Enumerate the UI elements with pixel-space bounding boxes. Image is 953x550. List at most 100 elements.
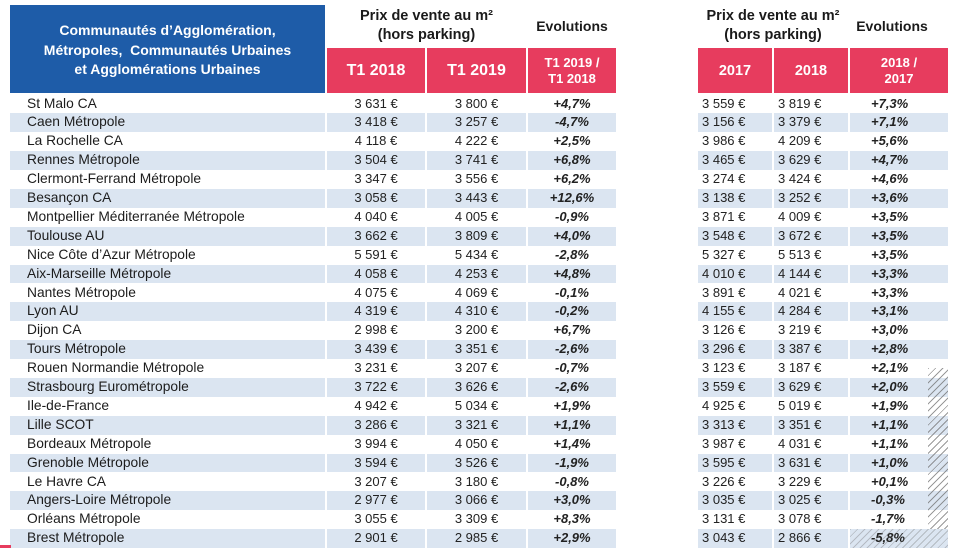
cell-price-t1-2019: 3 556 € — [454, 171, 499, 187]
cell-price-t1-2019: 3 066 € — [427, 491, 526, 511]
row-label: Caen Métropole — [10, 113, 325, 133]
cell-price-t1-2018: 3 207 € — [354, 473, 398, 489]
row-label: Orléans Métropole — [27, 511, 141, 527]
cell-price-t1-2018: 3 662 € — [327, 226, 425, 246]
cell-price-t1-2018: 3 439 € — [327, 340, 425, 360]
cell-price-2017: 3 595 € — [698, 453, 772, 473]
row-label: Rouen Normandie Métropole — [27, 360, 205, 376]
cell-evolution-2018-2017: +3,1% — [850, 302, 948, 322]
cell-price-2017: 3 313 € — [698, 415, 772, 435]
cell-price-t1-2019: 2 985 € — [427, 529, 526, 549]
cell-evolution-t1-2019-t1-2018: +1,4% — [553, 435, 591, 451]
cell-price-2018: 3 379 € — [774, 113, 848, 133]
cell-price-2018: 3 424 € — [778, 171, 822, 187]
column-header-2017: 2017 — [698, 48, 772, 93]
cell-price-2018: 5 513 € — [778, 246, 822, 262]
cell-evolution-t1-2019-t1-2018: +6,8% — [528, 151, 616, 171]
price-header-title: Prix de vente au m² — [706, 8, 840, 24]
cell-evolution-2018-2017: +3,3% — [871, 284, 909, 300]
evolution-header-quarterly: Evolutions — [536, 17, 608, 34]
table-row: Tours Métropole 3 439 €3 351 € -2,6% 3 296 … — [0, 340, 953, 360]
cell-evolution-2018-2017: +3,3% — [850, 264, 948, 284]
cell-evolution-2018-2017: -5,8% — [850, 529, 948, 549]
cell-price-2017: 4 925 € — [702, 397, 746, 413]
table-body: St Malo CA 3 631 € 3 800 € +4,7% 3 559 € 3 81… — [0, 95, 953, 549]
cell-price-2017: 3 126 € — [702, 322, 746, 338]
table-row: Aix-Marseille Métropole 4 058 €4 253 € +4,… — [0, 264, 953, 284]
cell-price-2018: 2 866 € — [774, 529, 848, 549]
row-label: Strasbourg Eurométropole — [10, 378, 325, 397]
cell-price-t1-2019: 5 034 € — [454, 397, 499, 413]
cell-price-t1-2018: 3 594 € — [327, 453, 425, 473]
cell-price-2017: 3 035 € — [698, 491, 772, 511]
cell-evolution-2018-2017: -0,3% — [850, 491, 948, 511]
row-label: Clermont-Ferrand Métropole — [27, 171, 202, 187]
cell-price-t1-2018: 3 347 € — [354, 171, 398, 187]
cell-price-2017: 3 043 € — [698, 529, 772, 549]
cell-price-t1-2018: 3 994 € — [354, 435, 398, 451]
cell-price-t1-2019: 3 351 € — [427, 340, 526, 360]
cell-price-t1-2018: 3 722 € — [327, 378, 425, 397]
cell-price-t1-2018: 2 901 € — [327, 529, 425, 549]
cell-evolution-2018-2017: +0,1% — [871, 473, 909, 489]
cell-evolution-t1-2019-t1-2018: -2,8% — [555, 246, 589, 262]
column-header-t1-2019: T1 2019 — [427, 48, 526, 93]
cell-price-t1-2018: 5 591 € — [354, 246, 398, 262]
cell-price-t1-2018: 3 055 € — [354, 511, 398, 527]
table-row: La Rochelle CA 4 118 € 4 222 € +2,5% 3 986 €… — [0, 132, 953, 151]
cell-evolution-t1-2019-t1-2018: -2,6% — [528, 340, 616, 360]
price-header-title: Prix de vente au m² — [360, 8, 493, 24]
row-label: Lille SCOT — [10, 415, 325, 435]
cell-evolution-t1-2019-t1-2018: -0,7% — [555, 360, 589, 376]
table-row: Rennes Métropole 3 504 €3 741 € +6,8% 3 465… — [0, 151, 953, 171]
cell-price-2018: 3 387 € — [774, 340, 848, 360]
region-header-line-3: et Agglomérations Urbaines — [74, 61, 261, 78]
table-row: Strasbourg Eurométropole 3 722 €3 626 € -2… — [0, 378, 953, 397]
cell-price-2017: 3 871 € — [702, 208, 746, 224]
cell-price-2018: 4 009 € — [778, 208, 822, 224]
cell-price-2017: 3 559 € — [698, 378, 772, 397]
table-row: Nantes Métropole 4 075 € 4 069 € -0,1% 3 891… — [0, 284, 953, 303]
cell-evolution-t1-2019-t1-2018: +2,9% — [528, 529, 616, 549]
corner-accent-mark — [0, 545, 11, 548]
cell-evolution-2018-2017: +2,0% — [850, 378, 948, 397]
table-row: Ile-de-France 4 942 € 5 034 € +1,9% 4 925 € 5… — [0, 397, 953, 416]
price-header-annual: Prix de vente au m² (hors parking) — [698, 4, 848, 48]
cell-price-2018: 4 021 € — [778, 284, 822, 300]
cell-price-2017: 3 987 € — [702, 435, 746, 451]
row-label: Rennes Métropole — [10, 151, 325, 171]
cell-price-2018: 4 031 € — [778, 435, 822, 451]
cell-price-t1-2018: 4 075 € — [354, 284, 398, 300]
cell-price-t1-2019: 4 222 € — [454, 133, 499, 149]
cell-evolution-t1-2019-t1-2018: -4,7% — [528, 113, 616, 133]
cell-price-t1-2019: 3 443 € — [427, 189, 526, 208]
cell-price-2017: 3 123 € — [702, 360, 746, 376]
table-row: Caen Métropole 3 418 €3 257 € -4,7% 3 156 €… — [0, 113, 953, 133]
cell-price-2018: 3 229 € — [778, 473, 822, 489]
cell-price-t1-2018: 4 942 € — [354, 397, 398, 413]
cell-evolution-t1-2019-t1-2018: -2,6% — [528, 378, 616, 397]
table-row: Grenoble Métropole 3 594 €3 526 € -1,9% 3 5… — [0, 453, 953, 473]
cell-price-t1-2019: 3 321 € — [427, 415, 526, 435]
cell-price-t1-2019: 4 050 € — [454, 435, 499, 451]
row-label: Brest Métropole — [10, 529, 325, 549]
cell-evolution-t1-2019-t1-2018: +1,1% — [528, 415, 616, 435]
cell-price-t1-2019: 5 434 € — [454, 246, 499, 262]
table-row: Nice Côte d’Azur Métropole 5 591 € 5 434 €… — [0, 246, 953, 265]
cell-price-2017: 3 559 € — [702, 95, 746, 111]
cell-price-t1-2019: 3 207 € — [454, 360, 499, 376]
cell-price-t1-2019: 3 800 € — [454, 95, 499, 111]
cell-price-t1-2018: 3 286 € — [327, 415, 425, 435]
row-label: Lyon AU — [10, 302, 325, 322]
cell-evolution-2018-2017: +7,3% — [871, 95, 909, 111]
cell-price-t1-2019: 3 526 € — [427, 453, 526, 473]
cell-price-2017: 3 891 € — [702, 284, 746, 300]
cell-evolution-2018-2017: +3,6% — [850, 189, 948, 208]
row-label: La Rochelle CA — [27, 133, 123, 149]
cell-price-2018: 3 187 € — [778, 360, 822, 376]
cell-price-t1-2018: 4 319 € — [327, 302, 425, 322]
cell-price-t1-2018: 4 118 € — [354, 133, 398, 149]
cell-evolution-t1-2019-t1-2018: +1,9% — [553, 397, 591, 413]
cell-price-t1-2018: 2 977 € — [327, 491, 425, 511]
cell-price-t1-2018: 4 040 € — [354, 208, 398, 224]
